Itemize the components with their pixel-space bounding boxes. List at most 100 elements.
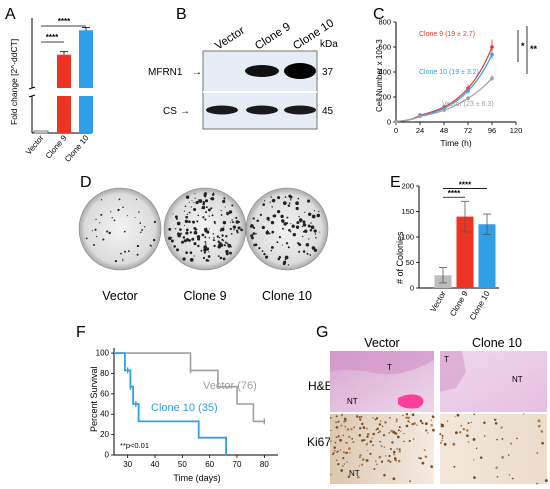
d-colony-1-53 (189, 251, 193, 254)
g-ki67-vector-cell-110 (358, 416, 361, 419)
g-ki67-clone10-cell-9 (467, 422, 470, 425)
d-colony-1-39 (208, 251, 210, 253)
g-ki67-vector-cell-3 (419, 419, 423, 423)
d-colony-2-25 (291, 224, 295, 228)
g-ki67-vector-cell-78 (337, 435, 340, 438)
d-colony-2-6 (261, 225, 265, 230)
g-ki67-clone10-cell-8 (453, 465, 456, 468)
g-ki67-vector-cell-96 (407, 420, 410, 423)
g-ki67-vector-cell-174 (375, 418, 378, 420)
d-colony-0-21 (94, 228, 97, 231)
d-colony-1-61 (204, 236, 207, 239)
d-colony-1-35 (203, 251, 207, 254)
d-colony-1-95 (203, 228, 207, 231)
a-y-label: Fold change [2^-ddCT] (9, 39, 19, 125)
d-colony-1-144 (223, 197, 226, 200)
d-colony-2-57 (295, 206, 299, 211)
d-colony-2-61 (303, 229, 308, 233)
a-sig-label-1: **** (58, 17, 71, 26)
b-band-cs-2 (284, 105, 316, 115)
d-colony-2-64 (297, 197, 300, 200)
d-colony-1-89 (202, 256, 206, 260)
g-ki67-vector-cell-91 (330, 440, 332, 442)
a-axis-break-bottom (28, 94, 36, 98)
d-colony-1-34 (216, 235, 220, 238)
g-ki67-clone10-cell-76 (470, 421, 473, 424)
d-colony-1-100 (235, 220, 240, 224)
d-colony-2-28 (265, 230, 270, 235)
g-ki67-clone10-cell-135 (439, 442, 442, 444)
g-ki67-clone10-cell-130 (458, 431, 462, 434)
d-colony-0-23 (122, 260, 124, 262)
g-ki67-vector-cell-9 (393, 453, 396, 456)
g-col-label-vector: Vector (364, 336, 399, 350)
d-colony-1-63 (183, 210, 186, 212)
g-row-label-ki67: Ki67 (307, 435, 331, 449)
d-colony-1-70 (221, 238, 224, 241)
d-colony-1-64 (189, 231, 192, 234)
d-colony-2-55 (304, 211, 306, 213)
g-ki67-vector-cell-73 (340, 469, 344, 472)
d-colony-1-162 (225, 252, 229, 256)
a-bar-2-lower (79, 96, 93, 133)
d-colony-2-95 (276, 209, 281, 214)
d-colony-1-69 (233, 229, 235, 231)
d-colony-1-29 (191, 237, 195, 241)
g-ki67-vector-image (330, 414, 434, 484)
d-colony-1-99 (194, 197, 196, 199)
a-axis-break (26, 88, 98, 96)
g-ki67-clone10-cell-131 (473, 476, 476, 479)
d-plate-0 (78, 187, 162, 271)
g-ki67-clone10-cell-66 (455, 431, 458, 435)
d-colony-0-39 (135, 198, 138, 200)
d-colony-0-31 (108, 231, 111, 235)
g-ki67-vector-cell-124 (388, 454, 391, 458)
panel-g-histology: Vector Clone 10 H&E Ki67 T NT T NT NT (307, 336, 548, 485)
g-ki67-vector-cell-232 (376, 463, 378, 465)
d-colony-1-5 (223, 244, 226, 247)
g-ki67-clone10-cell-143 (496, 438, 498, 441)
d-colony-0-17 (111, 217, 113, 219)
g-marker-nt-2: NT (512, 375, 523, 384)
d-colony-2-51 (262, 203, 266, 206)
g-ki67-vector-cell-94 (343, 417, 347, 421)
d-colony-1-101 (206, 248, 209, 251)
g-ki67-vector-cell-121 (393, 450, 396, 454)
d-colony-1-37 (202, 202, 205, 206)
d-colony-1-48 (200, 249, 203, 252)
d-colony-1-123 (204, 199, 209, 203)
d-colony-2-98 (311, 225, 313, 227)
g-ki67-clone10-image (440, 414, 547, 484)
a-x-tick-2: Clone 10 (63, 133, 91, 164)
d-colony-1-135 (212, 192, 215, 194)
d-colony-1-116 (207, 255, 211, 258)
g-ki67-clone10-cell-77 (537, 424, 541, 428)
d-colony-1-52 (232, 221, 234, 224)
d-colony-2-82 (265, 255, 269, 259)
panel-label-b: B (176, 6, 187, 23)
d-colony-0-28 (124, 250, 126, 253)
d-colony-2-79 (302, 220, 306, 224)
c-point-1-3 (466, 88, 470, 93)
d-colony-2-43 (270, 249, 273, 252)
g-ki67-vector-cell-180 (389, 460, 392, 463)
g-ki67-clone10-cell-141 (511, 477, 514, 480)
g-ki67-vector-cell-243 (361, 439, 364, 442)
b-band-label-cs: CS (163, 106, 177, 117)
d-colony-2-10 (270, 196, 272, 198)
g-ki67-vector-cell-150 (380, 445, 383, 448)
d-colony-2-4 (259, 213, 262, 216)
g-ki67-vector-cell-184 (426, 432, 429, 434)
g-ki67-vector-cell-119 (365, 459, 369, 462)
d-colony-2-70 (301, 235, 304, 238)
g-ki67-vector-cell-236 (396, 435, 400, 439)
d-colony-1-76 (188, 211, 191, 214)
g-ki67-vector-cell-219 (418, 457, 421, 459)
c-x-tick-2: 48 (440, 126, 448, 135)
f-x-tick-4: 70 (233, 460, 242, 469)
d-colony-2-9 (311, 214, 316, 219)
g-ki67-vector-cell-163 (359, 418, 362, 421)
c-x-tick-0: 0 (394, 126, 398, 135)
d-colony-1-77 (231, 219, 233, 221)
d-colony-2-74 (307, 224, 311, 228)
